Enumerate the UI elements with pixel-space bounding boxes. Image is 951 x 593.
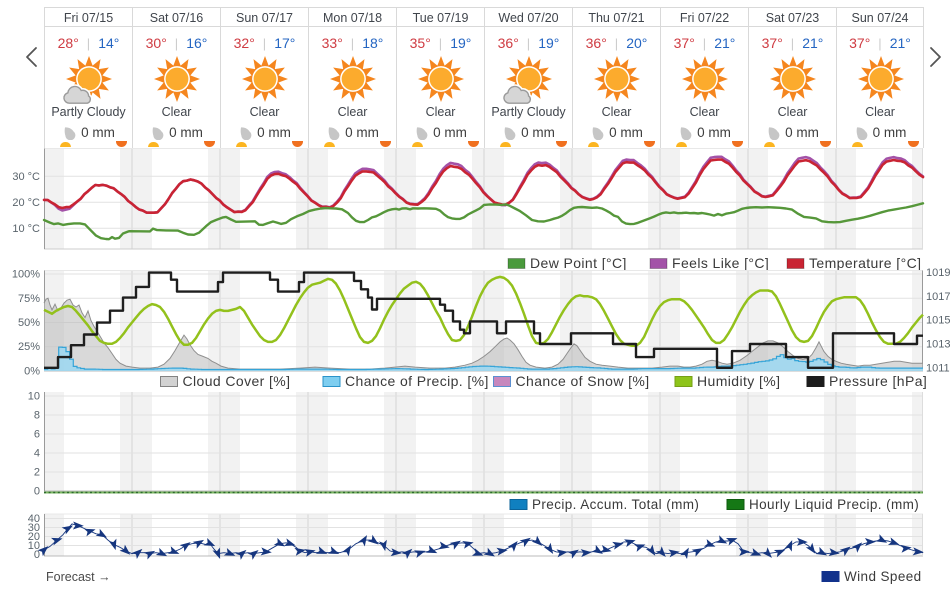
svg-text:Feels Like [°C]: Feels Like [°C] [672, 255, 769, 271]
svg-text:Cloud Cover [%]: Cloud Cover [%] [183, 373, 291, 389]
svg-text:1017: 1017 [926, 291, 950, 303]
svg-text:20: 20 [28, 531, 40, 543]
svg-text:10 °C: 10 °C [12, 223, 40, 235]
svg-text:40: 40 [28, 513, 40, 525]
svg-text:Chance of Precip. [%]: Chance of Precip. [%] [345, 373, 489, 389]
svg-text:1013: 1013 [926, 339, 950, 351]
svg-text:1015: 1015 [926, 315, 950, 327]
svg-text:Pressure [hPa]: Pressure [hPa] [829, 373, 927, 389]
svg-text:75%: 75% [18, 293, 40, 305]
svg-text:0: 0 [34, 549, 40, 561]
svg-text:Forecast →: Forecast → [46, 570, 111, 584]
svg-text:Dew Point [°C]: Dew Point [°C] [530, 255, 627, 271]
svg-text:Humidity [%]: Humidity [%] [697, 373, 780, 389]
svg-text:2: 2 [34, 467, 40, 479]
svg-text:Temperature [°C]: Temperature [°C] [809, 255, 921, 271]
svg-text:0%: 0% [24, 366, 40, 378]
svg-text:Chance of Snow [%]: Chance of Snow [%] [516, 373, 650, 389]
svg-text:6: 6 [34, 429, 40, 441]
svg-text:1011: 1011 [926, 362, 950, 374]
svg-text:100%: 100% [12, 269, 40, 281]
svg-text:20 °C: 20 °C [12, 197, 40, 209]
svg-text:30: 30 [28, 522, 40, 534]
svg-text:8: 8 [34, 410, 40, 422]
svg-text:30 °C: 30 °C [12, 171, 40, 183]
svg-text:1019: 1019 [926, 267, 950, 279]
svg-text:50%: 50% [18, 317, 40, 329]
svg-text:4: 4 [34, 448, 40, 460]
svg-text:10: 10 [28, 391, 40, 403]
svg-text:Precip. Accum. Total (mm): Precip. Accum. Total (mm) [532, 497, 699, 512]
svg-text:25%: 25% [18, 341, 40, 353]
svg-text:10: 10 [28, 540, 40, 552]
svg-text:0: 0 [34, 486, 40, 498]
svg-text:Hourly Liquid Precip. (mm): Hourly Liquid Precip. (mm) [749, 497, 919, 512]
svg-text:Wind Speed: Wind Speed [844, 569, 922, 584]
